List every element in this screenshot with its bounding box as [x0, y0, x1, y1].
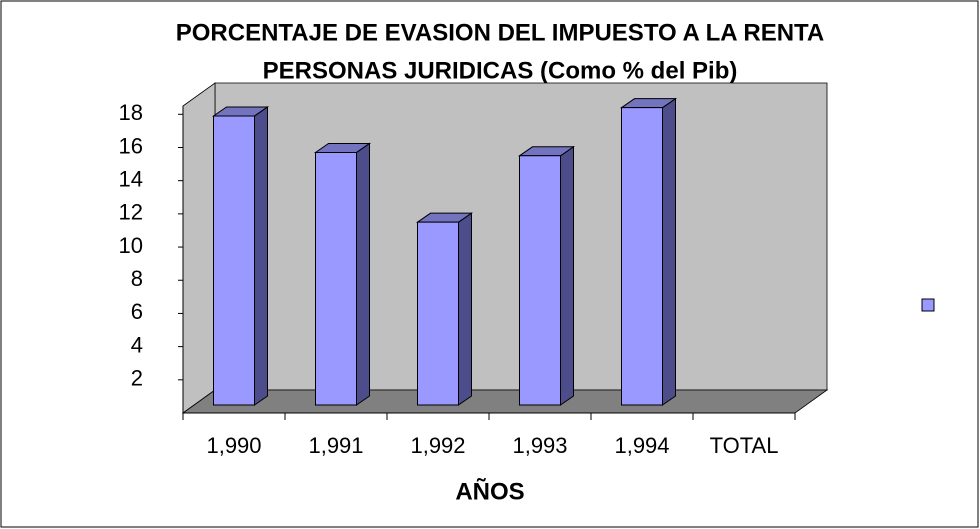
side-wall — [182, 82, 216, 414]
y-tick-label: 8 — [131, 266, 143, 291]
bar-front — [519, 155, 561, 406]
bar — [619, 97, 678, 406]
bar — [313, 142, 372, 406]
bar — [211, 106, 270, 406]
y-tick-label: 6 — [131, 299, 143, 324]
x-axis-title: AÑOS — [455, 477, 524, 505]
x-tick-label: TOTAL — [710, 433, 779, 458]
floor — [181, 389, 829, 414]
bar — [415, 212, 474, 406]
chart-title: PORCENTAJE DE EVASION DEL IMPUESTO A LA … — [176, 19, 825, 46]
bar-side — [356, 142, 370, 406]
bar-front — [315, 151, 357, 406]
bar-side — [254, 106, 268, 406]
bar-side — [458, 212, 472, 406]
x-tick-label: 1,990 — [206, 433, 261, 458]
bar-side — [662, 97, 676, 406]
x-tick-label: 1,994 — [614, 433, 669, 458]
x-tick-label: 1,993 — [512, 433, 567, 458]
bar — [517, 145, 576, 406]
y-tick-label: 10 — [119, 233, 143, 258]
x-tick-label: 1,992 — [410, 433, 465, 458]
y-tick-label: 16 — [119, 133, 143, 158]
x-tick-label: 1,991 — [308, 433, 363, 458]
chart-title: PERSONAS JURIDICAS (Como % del Pib) — [263, 57, 738, 84]
y-tick-label: 4 — [131, 332, 143, 357]
bar-front — [417, 221, 459, 406]
y-tick-label: 2 — [131, 366, 143, 391]
y-tick-label: 14 — [119, 166, 143, 191]
y-tick-label: 12 — [119, 200, 143, 225]
bar-front — [213, 115, 255, 406]
y-tick-label: 18 — [119, 100, 143, 125]
bar-side — [560, 145, 574, 406]
bar-front — [621, 107, 663, 406]
legend-swatch — [921, 298, 935, 312]
